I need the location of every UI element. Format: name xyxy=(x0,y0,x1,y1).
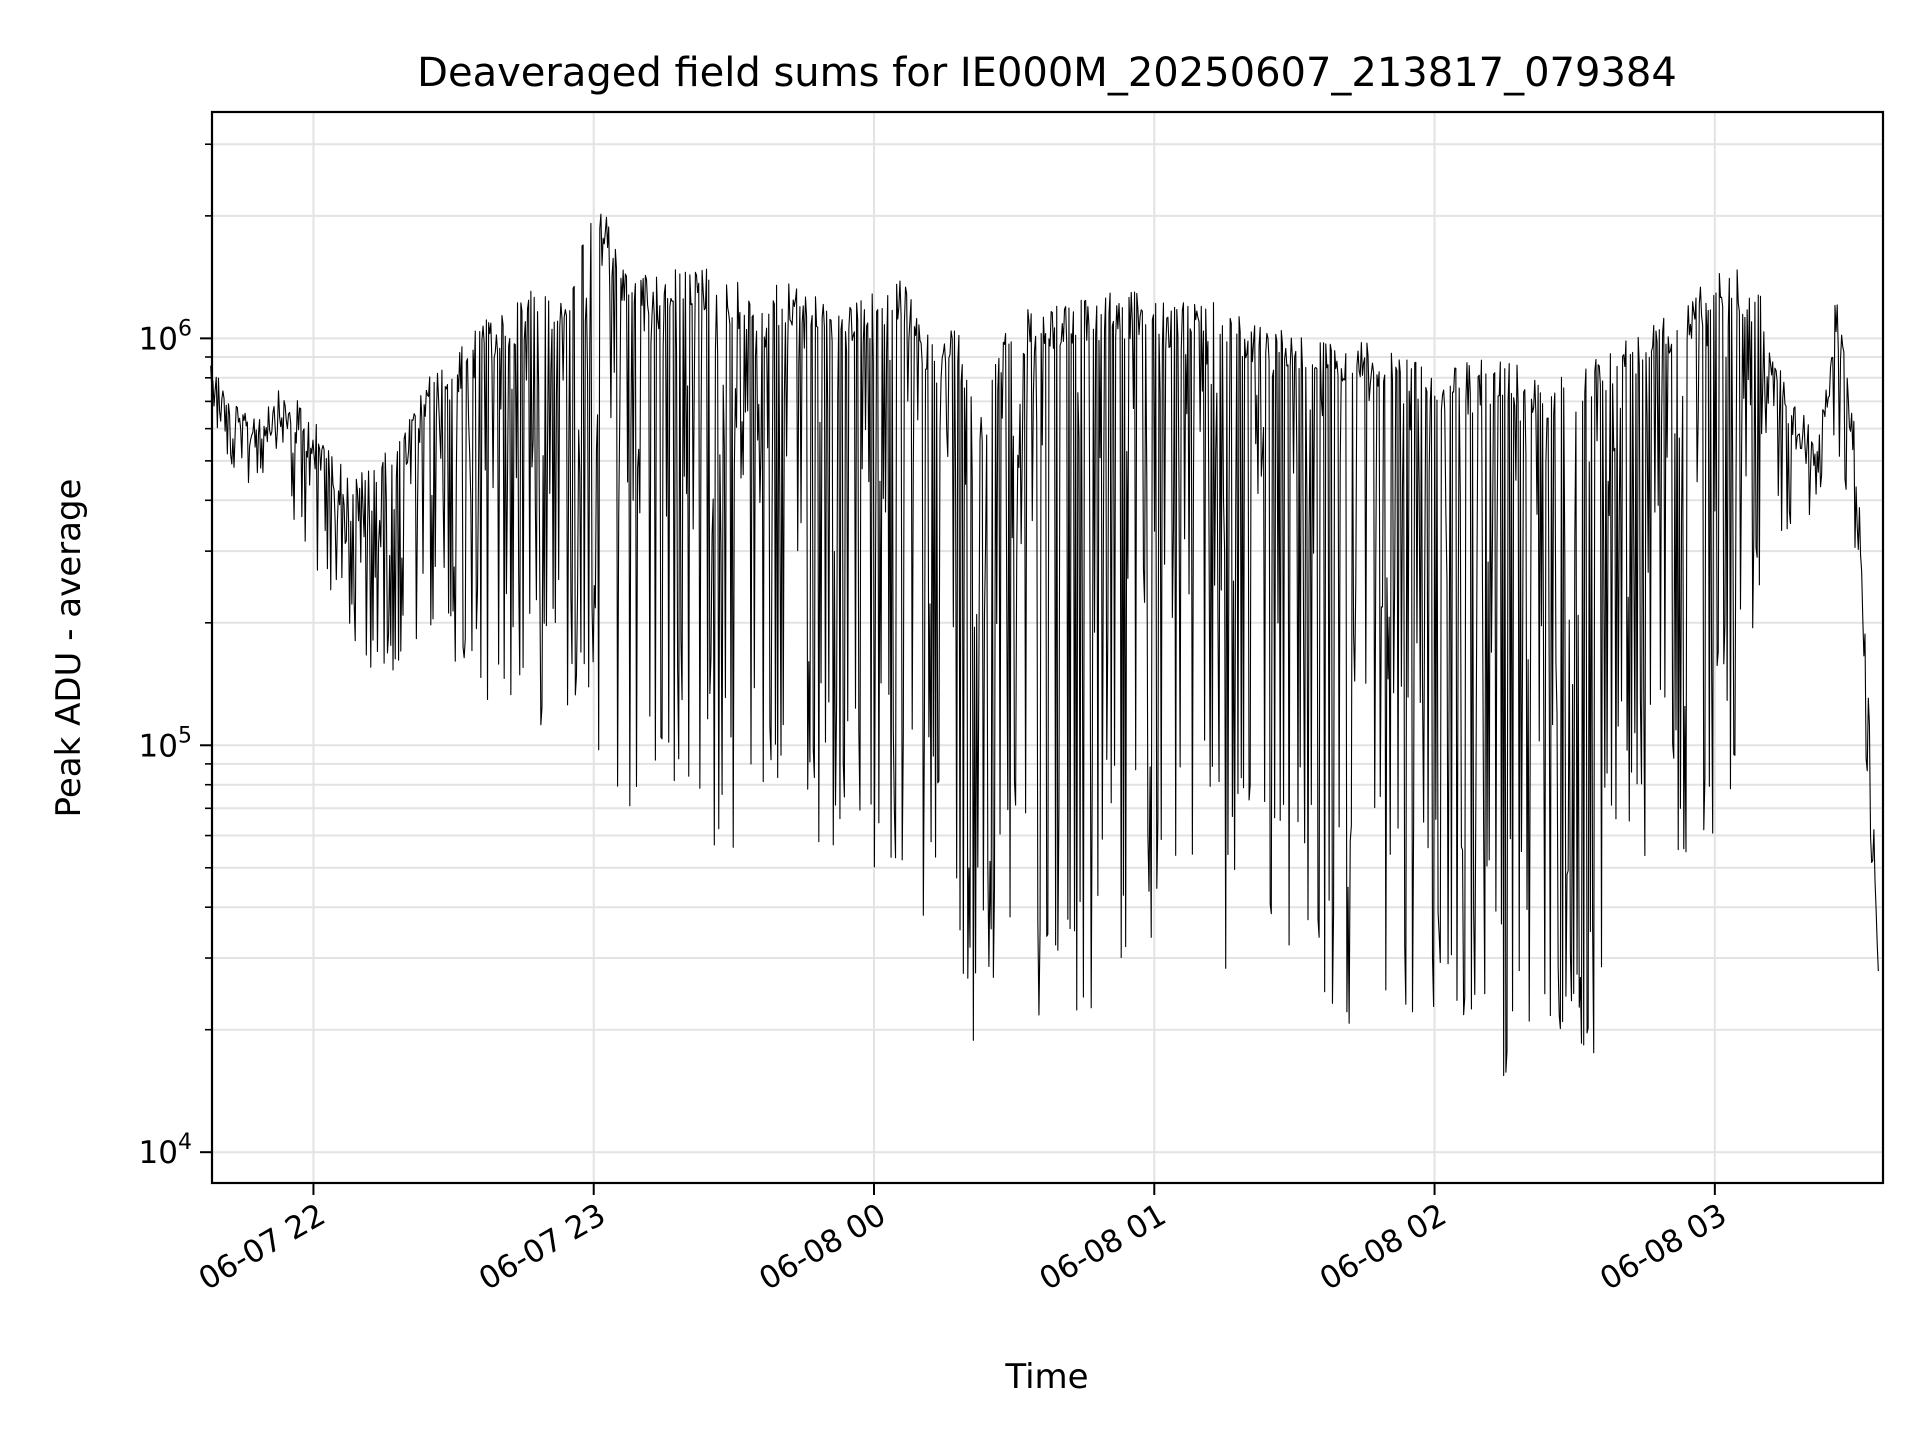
y-tick-label: 106 xyxy=(139,316,192,357)
x-axis-label: Time xyxy=(1004,1357,1088,1397)
series-layer xyxy=(210,213,1879,1077)
chart-title: Deaveraged field sums for IE000M_2025060… xyxy=(417,50,1677,96)
plot-frame xyxy=(210,110,1885,1185)
y-axis: 104 105 106 xyxy=(139,143,212,1171)
y-tick-label: 104 xyxy=(139,1130,192,1171)
y-tick-label: 105 xyxy=(139,723,192,764)
y-axis-label: Peak ADU - average xyxy=(49,479,89,818)
series-line-0 xyxy=(210,213,1879,1077)
